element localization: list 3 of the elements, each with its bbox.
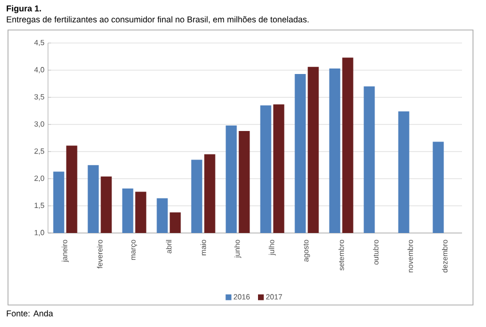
chart-subtitle: Entregas de fertilizantes ao consumidor final no Brasil, em milhões de toneladas. (6, 16, 309, 24)
source-note: Fonte: Anda (6, 310, 54, 316)
chart-title: Figura 1. (6, 5, 41, 14)
